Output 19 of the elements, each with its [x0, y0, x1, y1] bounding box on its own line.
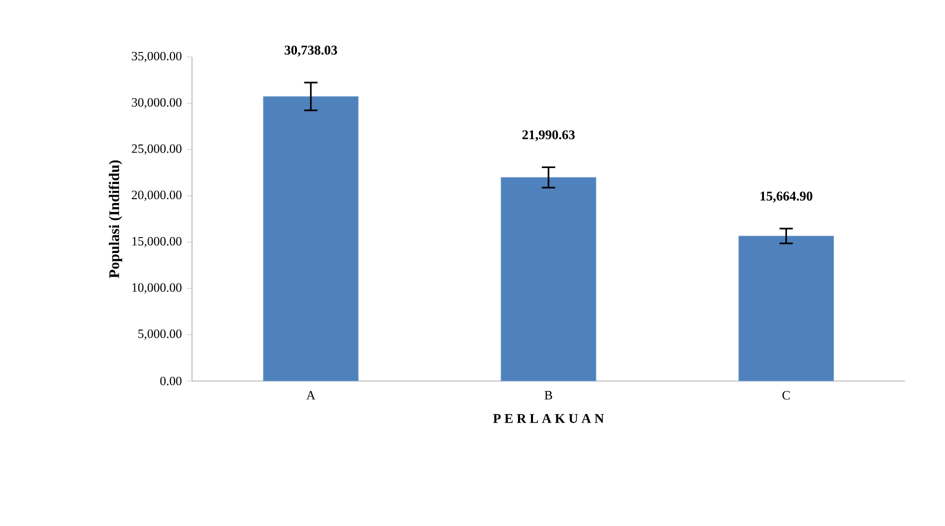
y-tick-label: 0.00: [160, 376, 182, 386]
data-label: 15,664.90: [760, 192, 812, 203]
x-tick-label: A: [306, 391, 316, 400]
y-tick-label: 10,000.00: [132, 283, 182, 294]
bar: [263, 96, 359, 382]
x-tick-label: C: [782, 391, 790, 400]
data-label: 30,738.03: [284, 46, 338, 57]
x-tick-label: B: [544, 391, 552, 400]
x-axis-title: P E R L A K U A N: [493, 414, 604, 423]
y-tick-label: 20,000.00: [132, 190, 182, 202]
y-axis-title: Populasi (Indifidu): [108, 160, 122, 278]
y-tick-label: 25,000.00: [132, 144, 182, 155]
y-tick-label: 15,000.00: [132, 236, 182, 248]
y-tick-label: 5,000.00: [138, 330, 182, 340]
y-tick-label: 30,000.00: [132, 98, 182, 108]
y-tick-label: 35,000.00: [132, 52, 182, 62]
bar: [500, 177, 596, 382]
bar: [738, 236, 834, 382]
data-label: 21,990.63: [522, 130, 575, 142]
